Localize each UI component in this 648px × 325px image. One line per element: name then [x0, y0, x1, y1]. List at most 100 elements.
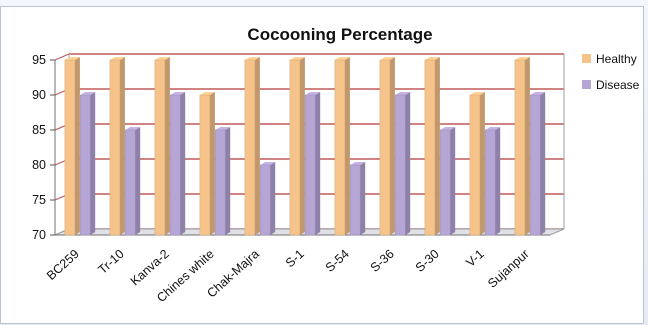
bar-top	[64, 57, 80, 60]
bar-disease	[304, 92, 321, 236]
bar-disease	[169, 92, 186, 236]
bar-disease	[79, 92, 96, 236]
y-tick-label: 75	[32, 193, 46, 207]
bar-healthy	[154, 57, 170, 236]
bar-top	[485, 127, 501, 130]
bar-disease	[529, 92, 546, 236]
bar-top	[424, 57, 440, 60]
legend-label: Disease	[596, 78, 640, 92]
bar-healthy	[424, 57, 440, 236]
bar-side	[479, 92, 485, 235]
bar-side	[74, 57, 80, 235]
bar-disease	[349, 162, 366, 236]
bar-top	[530, 92, 546, 95]
bar-side	[180, 92, 186, 235]
bar-side	[164, 57, 170, 235]
bar-front	[109, 59, 121, 236]
bar-top	[289, 57, 305, 60]
bar-disease	[484, 127, 501, 236]
bars	[64, 57, 546, 236]
bar-top	[260, 162, 276, 165]
y-tick-label: 85	[32, 123, 46, 137]
bar-front	[169, 94, 181, 236]
bar-front	[379, 59, 391, 236]
bar-top	[215, 127, 231, 130]
y-tick-label: 80	[32, 158, 46, 172]
bar-healthy	[109, 57, 125, 236]
y-tick-label: 95	[32, 53, 46, 67]
bar-front	[199, 94, 211, 236]
bar-front	[334, 59, 346, 236]
bar-top	[379, 57, 395, 60]
y-tick-label: 90	[32, 88, 46, 102]
x-tick-label: Sujanpur	[485, 247, 532, 291]
bar-top	[440, 127, 456, 130]
bar-top	[109, 57, 125, 60]
bar-healthy	[334, 57, 350, 236]
bar-top	[469, 92, 485, 95]
bar-healthy	[379, 57, 395, 236]
bar-side	[90, 92, 96, 235]
bar-front	[214, 129, 226, 236]
y-axis-ticks: 70 75 80 85 90 95	[32, 53, 46, 242]
bar-front	[484, 129, 496, 236]
bar-side	[405, 92, 411, 235]
chart-title: Cocooning Percentage	[247, 25, 432, 44]
bar-side	[119, 57, 125, 235]
bar-front	[349, 164, 361, 236]
x-tick-label: S-30	[413, 247, 442, 275]
legend: Healthy Disease	[582, 52, 640, 92]
legend-swatch	[582, 80, 591, 89]
bar-front	[529, 94, 541, 236]
bar-side	[299, 57, 305, 235]
bar-top	[334, 57, 350, 60]
bar-front	[244, 59, 256, 236]
bar-top	[199, 92, 215, 95]
bar-side	[540, 92, 546, 235]
bar-front	[64, 59, 76, 236]
bar-front	[304, 94, 316, 236]
x-tick-label: BC259	[44, 247, 82, 283]
bar-front	[394, 94, 406, 236]
bar-healthy	[64, 57, 80, 236]
bar-front	[514, 59, 526, 236]
bar-side	[389, 57, 395, 235]
bar-side	[270, 162, 276, 235]
bar-top	[80, 92, 96, 95]
bar-front	[79, 94, 91, 236]
bar-top	[305, 92, 321, 95]
bar-top	[350, 162, 366, 165]
bar-front	[124, 129, 136, 236]
bar-top	[125, 127, 141, 130]
bar-healthy	[514, 57, 530, 236]
bar-front	[424, 59, 436, 236]
bar-disease	[439, 127, 456, 236]
bar-healthy	[289, 57, 305, 236]
bar-top	[514, 57, 530, 60]
bar-healthy	[199, 92, 215, 236]
bar-top	[170, 92, 186, 95]
x-tick-label: S-1	[283, 247, 307, 270]
bar-front	[154, 59, 166, 236]
bar-front	[439, 129, 451, 236]
bar-side	[344, 57, 350, 235]
bar-side	[434, 57, 440, 235]
bar-side	[524, 57, 530, 235]
legend-swatch	[582, 54, 591, 63]
bar-disease	[394, 92, 411, 236]
bar-front	[259, 164, 271, 236]
bar-front	[289, 59, 301, 236]
bar-side	[225, 127, 231, 235]
bar-side	[254, 57, 260, 235]
x-tick-label: Kanva-2	[128, 247, 172, 289]
x-tick-label: Tr-10	[96, 247, 127, 277]
bar-side	[360, 162, 366, 235]
x-tick-label: V-1	[463, 247, 486, 270]
y-tick-label: 70	[32, 228, 46, 242]
bar-top	[395, 92, 411, 95]
bar-top	[154, 57, 170, 60]
bar-top	[244, 57, 260, 60]
